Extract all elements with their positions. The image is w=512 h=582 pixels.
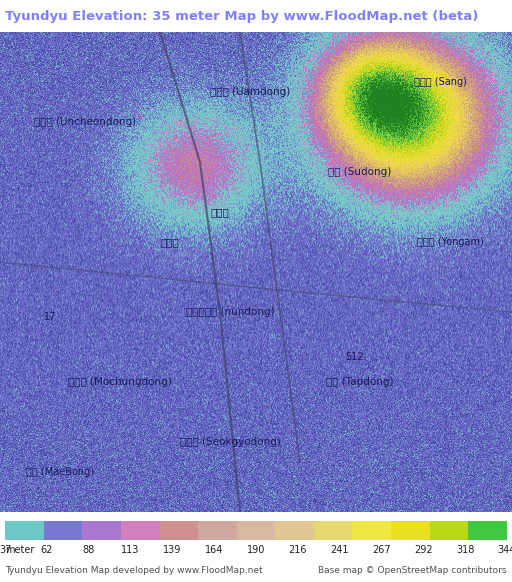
Text: 190: 190 <box>247 545 265 555</box>
Text: 88: 88 <box>82 545 95 555</box>
FancyBboxPatch shape <box>314 521 352 540</box>
Text: 216: 216 <box>289 545 307 555</box>
Text: 318: 318 <box>456 545 474 555</box>
Text: 17: 17 <box>44 312 56 322</box>
FancyBboxPatch shape <box>275 521 314 540</box>
Text: 상당구 (Sang): 상당구 (Sang) <box>414 77 466 87</box>
FancyBboxPatch shape <box>391 521 430 540</box>
Text: 탭동 (Tapdong): 탭동 (Tapdong) <box>326 377 394 387</box>
Text: 복문로: 복문로 <box>161 237 179 247</box>
FancyBboxPatch shape <box>44 521 82 540</box>
FancyBboxPatch shape <box>352 521 391 540</box>
Text: 241: 241 <box>330 545 349 555</box>
Text: 139: 139 <box>163 545 182 555</box>
Text: 수통 (Sudong): 수통 (Sudong) <box>328 167 392 177</box>
Text: Tyundyu Elevation: 35 meter Map by www.FloodMap.net (beta): Tyundyu Elevation: 35 meter Map by www.F… <box>5 9 479 23</box>
Text: Base map © OpenStreetMap contributors: Base map © OpenStreetMap contributors <box>318 566 507 575</box>
Text: 267: 267 <box>372 545 391 555</box>
Text: 37: 37 <box>0 545 11 555</box>
FancyBboxPatch shape <box>237 521 275 540</box>
FancyBboxPatch shape <box>82 521 121 540</box>
FancyBboxPatch shape <box>198 521 237 540</box>
Text: meter: meter <box>5 545 34 555</box>
FancyBboxPatch shape <box>430 521 468 540</box>
Text: 113: 113 <box>121 545 140 555</box>
Text: 292: 292 <box>414 545 433 555</box>
FancyBboxPatch shape <box>121 521 160 540</box>
Text: 164: 164 <box>205 545 223 555</box>
Text: 나문동동을 (nundong): 나문동동을 (nundong) <box>186 307 274 317</box>
Text: 석교동 (Seokgyodong): 석교동 (Seokgyodong) <box>180 437 281 447</box>
Text: 운청동 (Uncheondong): 운청동 (Uncheondong) <box>34 117 136 127</box>
Text: 62: 62 <box>41 545 53 555</box>
FancyBboxPatch shape <box>160 521 198 540</box>
Text: 모충동 (Mochungdong): 모충동 (Mochungdong) <box>68 377 172 387</box>
Text: 용암동 (Yongam): 용암동 (Yongam) <box>417 237 483 247</box>
FancyBboxPatch shape <box>5 521 44 540</box>
Text: 우암동 (Uamdong): 우암동 (Uamdong) <box>210 87 290 97</box>
FancyBboxPatch shape <box>468 521 507 540</box>
Text: Tyundyu Elevation Map developed by www.FloodMap.net: Tyundyu Elevation Map developed by www.F… <box>5 566 263 575</box>
Text: 청주시: 청주시 <box>210 207 229 217</box>
Text: 512: 512 <box>346 352 365 362</box>
Text: 대동 (MaeBong): 대동 (MaeBong) <box>26 467 94 477</box>
Text: 344: 344 <box>498 545 512 555</box>
